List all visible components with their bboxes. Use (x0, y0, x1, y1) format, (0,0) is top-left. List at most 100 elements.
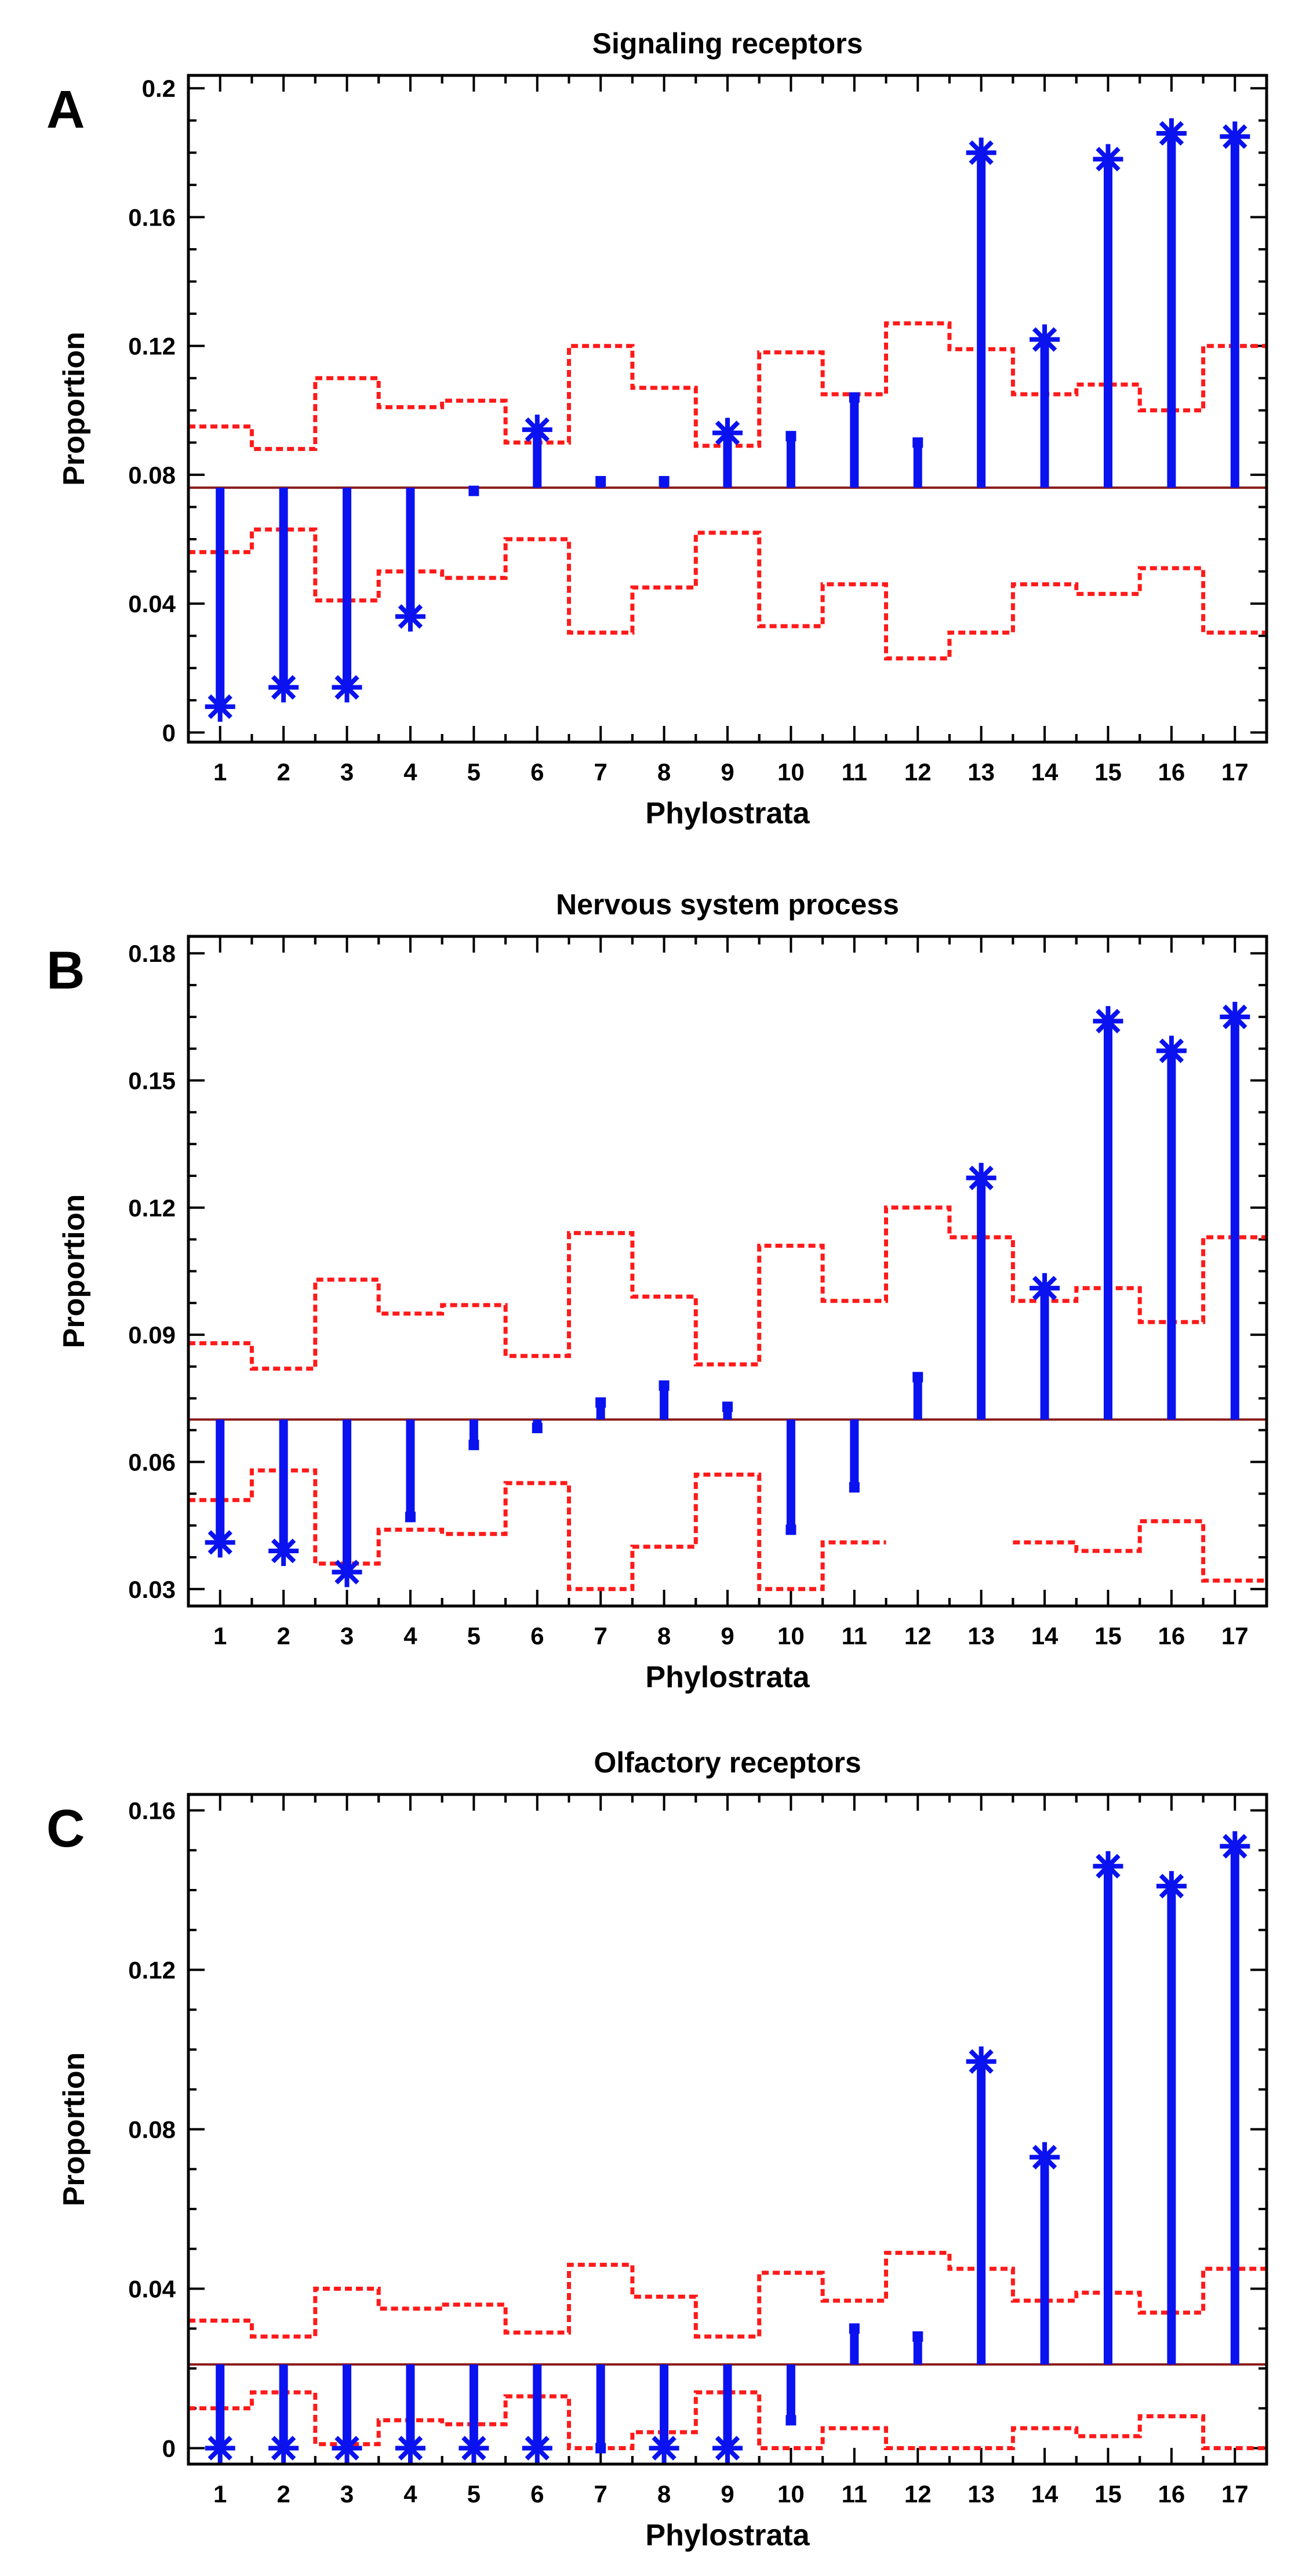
y-tick-label: 0.09 (128, 1321, 176, 1349)
y-tick-label: 0.16 (128, 1797, 176, 1825)
value-marker-6 (532, 1422, 543, 1433)
value-marker-5 (468, 485, 479, 496)
x-tick-label: 8 (657, 2480, 671, 2508)
significance-star-2 (268, 2433, 299, 2464)
y-axis-label: Proportion (57, 1194, 91, 1349)
y-tick-label: 0.12 (128, 1194, 176, 1222)
x-tick-label: 1 (213, 758, 227, 786)
significance-star-3 (332, 2433, 362, 2464)
value-marker-12 (912, 437, 923, 448)
upper-bound-line (188, 1205, 1267, 1371)
x-tick-label: 17 (1221, 758, 1249, 786)
significance-star-15 (1093, 1851, 1123, 1881)
significance-star-5 (459, 2433, 489, 2464)
panel-letter: A (46, 80, 85, 139)
x-tick-label: 9 (721, 2480, 734, 2508)
x-tick-label: 16 (1158, 2480, 1185, 2508)
x-tick-label: 8 (657, 758, 671, 786)
chart-title: Signaling receptors (592, 27, 863, 60)
y-axis-label: Proportion (57, 2052, 91, 2207)
significance-star-1 (205, 1527, 235, 1558)
x-tick-label: 3 (340, 2480, 354, 2508)
y-tick-label: 0.15 (128, 1067, 176, 1095)
x-tick-label: 9 (721, 1622, 734, 1649)
y-tick-label: 0 (162, 2435, 176, 2462)
significance-star-9 (712, 2433, 743, 2464)
x-axis-label: Phylostrata (645, 2519, 810, 2552)
upper-bound-line (188, 2251, 1267, 2339)
significance-star-16 (1156, 1036, 1187, 1066)
x-tick-label: 14 (1031, 758, 1059, 786)
x-tick-label: 17 (1221, 1622, 1249, 1649)
significance-star-17 (1220, 1831, 1250, 1862)
significance-star-14 (1030, 2142, 1060, 2172)
panel-letter: B (46, 941, 85, 1000)
significance-star-1 (205, 691, 235, 722)
x-tick-label: 4 (403, 758, 417, 786)
x-tick-label: 13 (968, 2480, 995, 2508)
significance-star-16 (1156, 1871, 1187, 1902)
significance-star-14 (1030, 324, 1060, 355)
significance-star-17 (1220, 121, 1250, 152)
x-tick-label: 7 (594, 2480, 607, 2508)
significance-star-4 (395, 601, 425, 632)
significance-star-16 (1156, 118, 1187, 148)
value-marker-10 (785, 1524, 796, 1535)
x-tick-label: 7 (594, 1622, 607, 1649)
x-tick-label: 2 (277, 1622, 290, 1649)
value-marker-11 (849, 1482, 860, 1493)
x-tick-label: 7 (594, 758, 607, 786)
significance-star-3 (332, 1557, 362, 1587)
significance-star-15 (1093, 1006, 1123, 1037)
value-marker-9 (722, 1401, 733, 1412)
significance-star-2 (268, 1535, 299, 1566)
x-tick-label: 6 (530, 2480, 544, 2508)
significance-star-3 (332, 672, 362, 703)
value-marker-7 (595, 476, 606, 486)
value-marker-8 (659, 1380, 670, 1391)
x-tick-label: 3 (340, 1622, 354, 1649)
x-tick-label: 6 (530, 1622, 544, 1649)
panel-b: B Nervous system process Phylostrata Propor… (46, 888, 1268, 1694)
x-tick-label: 11 (842, 758, 867, 786)
value-marker-4 (405, 1512, 416, 1523)
y-tick-label: 0.12 (128, 1957, 176, 1984)
y-tick-label: 0.08 (128, 2116, 176, 2143)
y-tick-label: 0.04 (128, 590, 176, 617)
significance-star-6 (522, 2433, 552, 2464)
x-tick-label: 10 (777, 758, 805, 786)
value-marker-7 (595, 1397, 606, 1408)
y-tick-label: 0.18 (128, 940, 176, 967)
significance-star-13 (966, 137, 996, 168)
y-tick-label: 0.03 (128, 1576, 176, 1603)
value-marker-10 (785, 431, 796, 442)
significance-star-14 (1030, 1273, 1060, 1303)
chart-title: Nervous system process (556, 888, 899, 921)
value-marker-11 (849, 392, 860, 403)
x-tick-label: 15 (1094, 758, 1122, 786)
significance-star-6 (522, 415, 552, 445)
x-tick-label: 15 (1094, 2480, 1122, 2508)
x-tick-label: 5 (467, 758, 481, 786)
x-tick-label: 13 (968, 758, 995, 786)
significance-star-8 (649, 2433, 679, 2464)
x-tick-label: 16 (1158, 758, 1185, 786)
panel-c: C Olfactory receptors Phylostrata Proportio… (46, 1746, 1268, 2552)
y-tick-label: 0.16 (128, 204, 176, 231)
x-tick-label: 5 (467, 2480, 481, 2508)
lower-bound-line (188, 1468, 1267, 1592)
y-tick-label: 0.12 (128, 333, 176, 360)
x-axis-label: Phylostrata (645, 1661, 810, 1694)
significance-star-15 (1093, 144, 1123, 175)
y-tick-label: 0 (162, 719, 176, 746)
x-tick-label: 2 (277, 758, 290, 786)
x-tick-label: 16 (1158, 1622, 1185, 1649)
x-tick-label: 4 (403, 1622, 417, 1649)
x-tick-label: 10 (777, 2480, 805, 2508)
x-tick-label: 1 (213, 1622, 227, 1649)
lower-bound-line (188, 527, 1267, 661)
y-axis-label: Proportion (57, 332, 91, 486)
x-tick-label: 9 (721, 758, 734, 786)
x-tick-label: 1 (213, 2480, 227, 2508)
x-tick-label: 3 (340, 758, 354, 786)
